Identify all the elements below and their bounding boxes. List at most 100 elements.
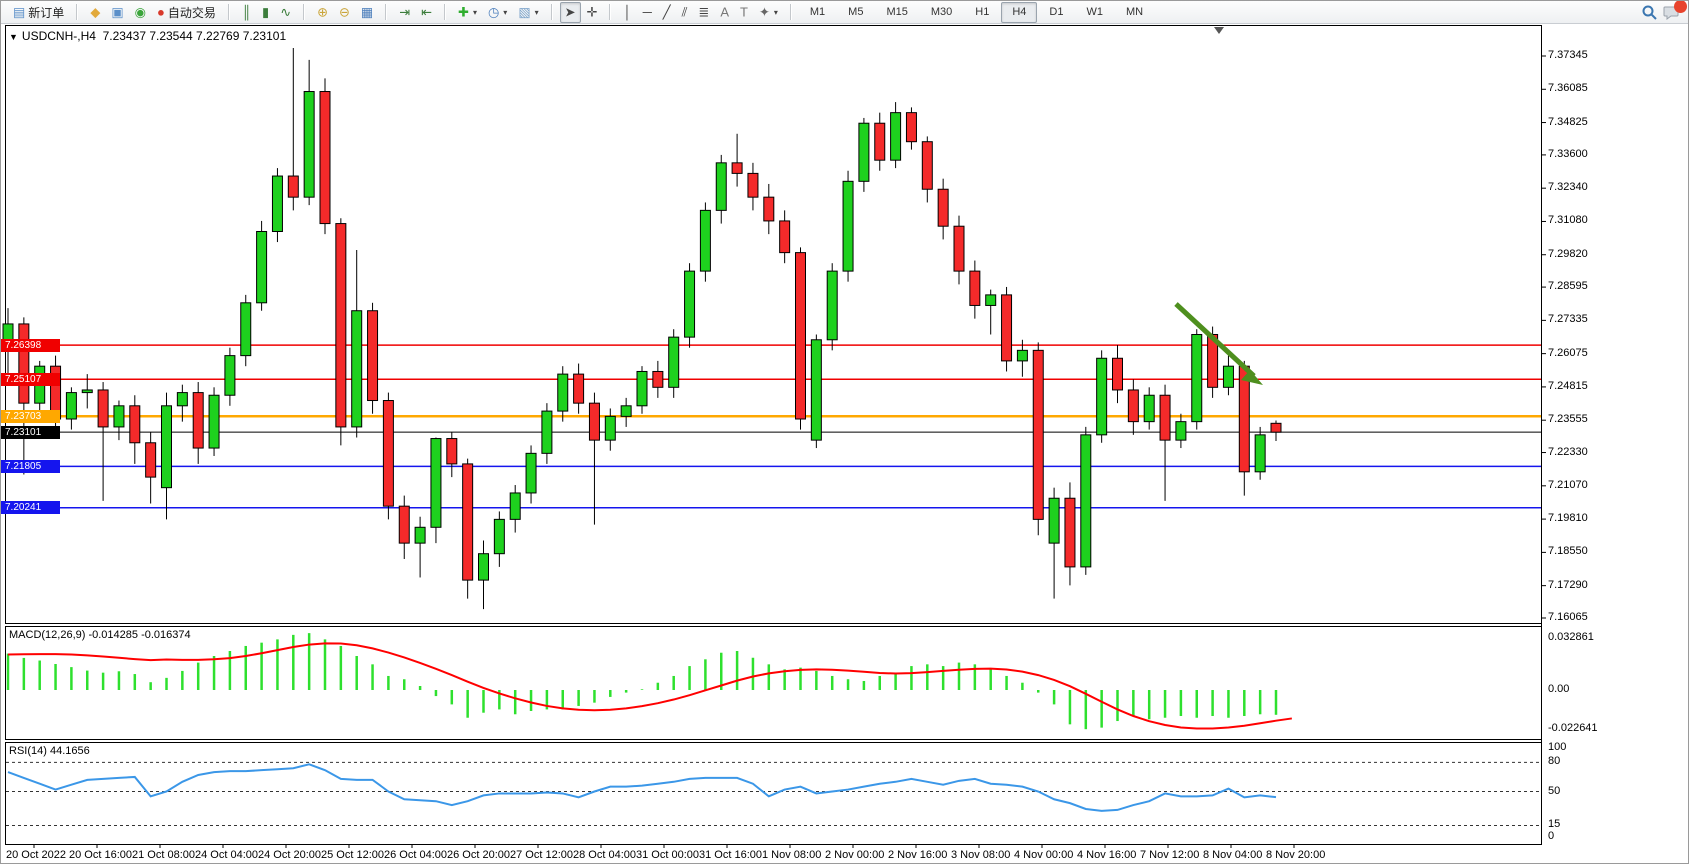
dropdown-caret-icon[interactable]: ▾ bbox=[773, 7, 778, 17]
candle-bear[interactable] bbox=[462, 463, 474, 581]
trend-arrow[interactable] bbox=[1174, 302, 1256, 378]
candle-bear[interactable] bbox=[1238, 365, 1250, 473]
text-button[interactable]: A bbox=[715, 2, 734, 23]
candle-bull[interactable] bbox=[842, 180, 854, 272]
horizontal-line-button[interactable]: ─ bbox=[638, 2, 657, 23]
text-label-button[interactable]: T bbox=[735, 2, 753, 23]
candle-bear[interactable] bbox=[1064, 497, 1076, 568]
tf-m30-button[interactable]: M30 bbox=[920, 2, 963, 23]
candle-bear[interactable] bbox=[1159, 394, 1171, 441]
auto-scroll-button[interactable]: ⇥ bbox=[394, 2, 415, 23]
candle-bear[interactable] bbox=[18, 323, 30, 404]
candle-bull[interactable] bbox=[1175, 421, 1187, 441]
vertical-line-button[interactable]: │ bbox=[618, 2, 636, 23]
candle-bear[interactable] bbox=[763, 196, 775, 222]
candle-bear[interactable] bbox=[129, 405, 141, 444]
zoom-in-button[interactable]: ⊕ bbox=[312, 2, 333, 23]
candle-bear[interactable] bbox=[588, 402, 600, 441]
candle-bear[interactable] bbox=[937, 188, 949, 227]
main-pane[interactable] bbox=[5, 25, 1542, 624]
candle-bull[interactable] bbox=[493, 518, 505, 555]
dropdown-caret-icon[interactable]: ▾ bbox=[472, 7, 477, 17]
candle-bull[interactable] bbox=[985, 294, 997, 306]
candle-bear[interactable] bbox=[367, 310, 379, 402]
candle-bear[interactable] bbox=[192, 392, 204, 449]
search-icon[interactable] bbox=[1642, 5, 1657, 20]
line-chart-button[interactable]: ∿ bbox=[275, 2, 296, 23]
candle-bear[interactable] bbox=[953, 225, 965, 272]
templates-button[interactable]: ▧ ▾ bbox=[513, 2, 543, 23]
candle-bear[interactable] bbox=[1270, 422, 1282, 433]
candle-bull[interactable] bbox=[113, 405, 125, 428]
candle-bull[interactable] bbox=[1096, 357, 1108, 436]
crosshair-button[interactable]: ✛ bbox=[582, 2, 603, 23]
candle-bull[interactable] bbox=[668, 336, 680, 388]
candle-bull[interactable] bbox=[430, 438, 442, 528]
chart-shift-marker[interactable] bbox=[1214, 27, 1224, 34]
candle-bull[interactable] bbox=[65, 392, 77, 420]
candle-bear[interactable] bbox=[1001, 294, 1013, 362]
fibonacci-button[interactable]: ≣ bbox=[693, 2, 714, 23]
tf-m5-button[interactable]: M5 bbox=[837, 2, 874, 23]
tf-mn-button[interactable]: MN bbox=[1115, 2, 1154, 23]
candle-bull[interactable] bbox=[810, 339, 822, 441]
candle-bull[interactable] bbox=[826, 270, 838, 341]
autotrading-button[interactable]: ● 自动交易 bbox=[152, 2, 221, 23]
candle-bull[interactable] bbox=[858, 122, 870, 182]
candle-bear[interactable] bbox=[905, 112, 917, 143]
candle-bull[interactable] bbox=[1016, 349, 1028, 362]
candle-bull[interactable] bbox=[636, 370, 648, 407]
candle-bear[interactable] bbox=[335, 223, 347, 428]
tile-windows-button[interactable]: ▦ bbox=[356, 2, 378, 23]
signals-button[interactable]: ◉ bbox=[130, 2, 151, 23]
candle-bear[interactable] bbox=[446, 438, 458, 465]
chat-icon[interactable] bbox=[1663, 1, 1687, 20]
chart-area[interactable]: ▼ USDCNH-,H4 7.23437 7.23544 7.22769 7.23… bbox=[1, 24, 1688, 863]
candle-bear[interactable] bbox=[398, 505, 410, 544]
candle-bull[interactable] bbox=[604, 415, 616, 441]
candle-bear[interactable] bbox=[1032, 349, 1044, 520]
candle-bear[interactable] bbox=[573, 373, 585, 404]
trendline-button[interactable]: ╱ bbox=[658, 2, 676, 23]
candle-bull[interactable] bbox=[303, 91, 315, 198]
candle-bull[interactable] bbox=[509, 492, 521, 520]
candle-bear[interactable] bbox=[747, 172, 759, 198]
candle-bull[interactable] bbox=[414, 526, 426, 544]
market-watch-button[interactable]: ◆ bbox=[85, 2, 105, 23]
macd-pane[interactable] bbox=[5, 626, 1542, 740]
candle-bull[interactable] bbox=[1222, 365, 1234, 388]
candle-bear[interactable] bbox=[795, 252, 806, 420]
tf-w1-button[interactable]: W1 bbox=[1075, 2, 1114, 23]
candle-bear[interactable] bbox=[1112, 357, 1123, 391]
add-indicator-button[interactable]: ✚ ▾ bbox=[453, 2, 482, 23]
candle-bull[interactable] bbox=[541, 410, 553, 454]
chart-shift-button[interactable]: ⇤ bbox=[416, 2, 437, 23]
new-order-button[interactable]: ▤ 新订单 bbox=[8, 2, 69, 23]
candle-bull[interactable] bbox=[1143, 394, 1155, 423]
equidistant-channel-button[interactable]: ⫽ bbox=[677, 2, 693, 23]
candle-bear[interactable] bbox=[969, 270, 981, 306]
candle-bear[interactable] bbox=[382, 400, 394, 507]
candle-bull[interactable] bbox=[1080, 434, 1092, 568]
candle-bear[interactable] bbox=[779, 220, 791, 254]
candle-bear[interactable] bbox=[319, 91, 331, 225]
candle-bear[interactable] bbox=[145, 442, 157, 478]
bar-chart-button[interactable]: ║ bbox=[237, 2, 256, 23]
navigator-button[interactable]: ▣ bbox=[106, 2, 128, 23]
candle-bull[interactable] bbox=[240, 302, 252, 357]
candle-bear[interactable] bbox=[97, 389, 109, 428]
candle-bear[interactable] bbox=[1127, 389, 1139, 423]
candle-bull[interactable] bbox=[525, 452, 537, 494]
candle-bull[interactable] bbox=[81, 389, 93, 394]
candle-bull[interactable] bbox=[176, 392, 188, 407]
candle-bull[interactable] bbox=[208, 394, 220, 449]
candle-bull[interactable] bbox=[1254, 434, 1266, 473]
candle-bear[interactable] bbox=[731, 162, 743, 174]
candle-bull[interactable] bbox=[699, 209, 711, 272]
candle-bull[interactable] bbox=[620, 405, 632, 417]
dropdown-caret-icon[interactable]: ▾ bbox=[503, 7, 508, 17]
tf-h1-button[interactable]: H1 bbox=[964, 2, 1000, 23]
candle-bull[interactable] bbox=[478, 553, 489, 581]
arrows-button[interactable]: ✦ ▾ bbox=[754, 2, 783, 23]
candle-bear[interactable] bbox=[652, 370, 664, 388]
